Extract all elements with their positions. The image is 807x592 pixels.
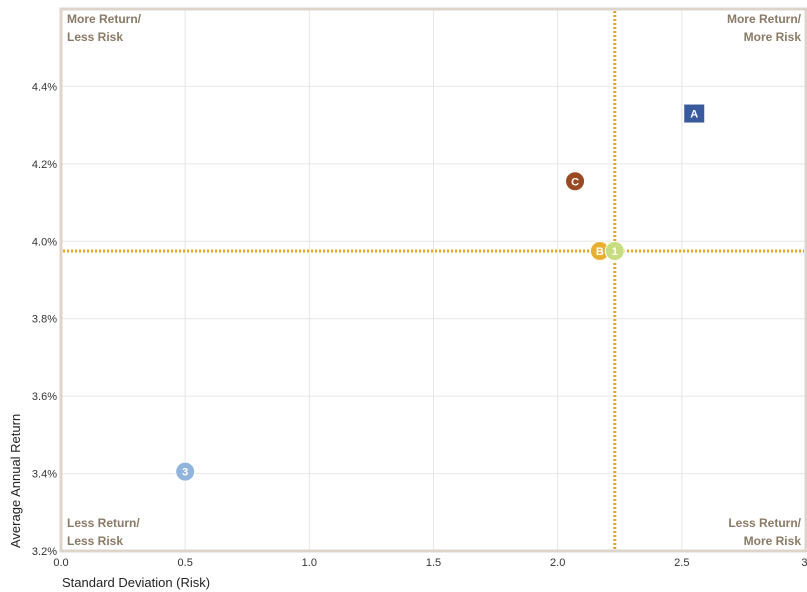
quadrant-labels: More Return/Less Risk More Return/More Ri…	[67, 12, 802, 548]
data-point-3: 3	[175, 461, 196, 482]
x-axis-ticks: 0.0 0.5 1.0 1.5 2.0 2.5 3.	[53, 557, 807, 569]
y-axis-title: Average Annual Return	[8, 414, 23, 548]
plot-frame	[59, 7, 807, 553]
data-points: A C B 1 3	[175, 104, 705, 482]
point-label: 3	[182, 467, 188, 479]
y-tick-label: 4.0%	[32, 236, 57, 248]
point-label: B	[596, 246, 604, 258]
point-label: C	[571, 176, 579, 188]
quadrant-label-bottom-right: Less Return/	[728, 516, 801, 530]
point-marker	[604, 240, 625, 261]
point-label: 1	[612, 246, 618, 258]
data-point-c: C	[565, 171, 586, 192]
quadrant-label-top-left: More Return/	[67, 12, 142, 26]
x-tick-label: 0.5	[178, 557, 193, 569]
reference-lines	[63, 11, 804, 549]
quadrant-label-bottom-left: Less Risk	[67, 534, 123, 548]
x-tick-label: 0.0	[53, 557, 68, 569]
y-tick-label: 4.4%	[32, 81, 57, 93]
y-axis-ticks: 3.2% 3.4% 3.6% 3.8% 4.0% 4.2% 4.4%	[32, 81, 57, 558]
y-tick-label: 3.2%	[32, 546, 57, 558]
x-tick-label: 2.0	[550, 557, 565, 569]
data-point-1: 1	[604, 240, 625, 261]
grid-lines	[61, 9, 806, 551]
x-tick-label: 3.	[801, 557, 807, 569]
quadrant-label-top-right: More Return/	[727, 12, 802, 26]
data-point-a: A	[684, 104, 705, 123]
x-axis-title: Standard Deviation (Risk)	[62, 575, 210, 590]
y-tick-label: 4.2%	[32, 159, 57, 171]
point-marker	[175, 461, 196, 482]
point-marker	[565, 171, 586, 192]
y-tick-label: 3.6%	[32, 391, 57, 403]
quadrant-label-top-left: Less Risk	[67, 30, 123, 44]
y-tick-label: 3.4%	[32, 469, 57, 481]
quadrant-label-bottom-right: More Risk	[744, 534, 802, 548]
x-tick-label: 2.5	[674, 557, 689, 569]
point-label: A	[690, 109, 698, 121]
quadrant-label-top-right: More Risk	[744, 30, 802, 44]
x-tick-label: 1.5	[426, 557, 441, 569]
quadrant-label-bottom-left: Less Return/	[67, 516, 140, 530]
x-tick-label: 1.0	[302, 557, 317, 569]
y-tick-label: 3.8%	[32, 314, 57, 326]
point-marker	[684, 104, 705, 123]
